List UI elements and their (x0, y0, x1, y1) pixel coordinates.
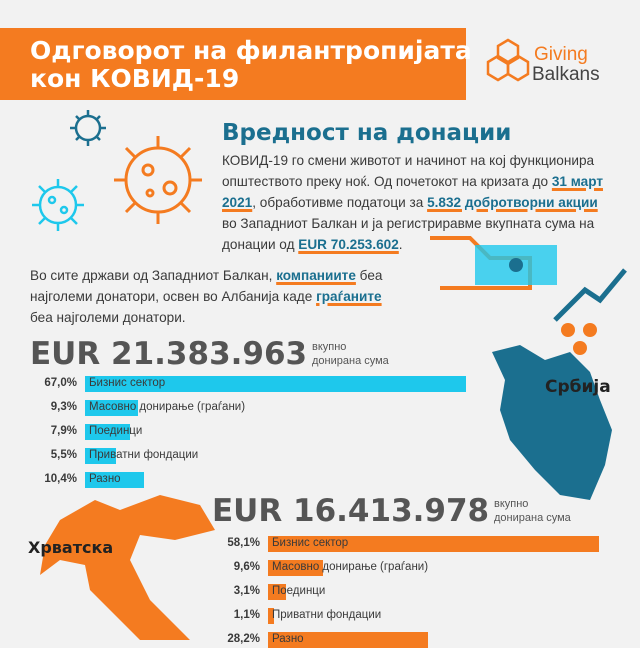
text: во Западниот Балкан и ја регистриравме в… (222, 216, 595, 231)
category-label: Поединци (89, 425, 143, 437)
text: граѓаните (316, 289, 382, 304)
category-label: Бизнис сектор (272, 537, 349, 549)
total: EUR 21.383.963 (30, 336, 308, 372)
text: Во сите држави од Западниот Балкан, (30, 268, 277, 283)
paragraph-line: беа најголеми донатори. (30, 310, 186, 325)
paragraph-line: најголеми донатори, освен во Албанија ка… (30, 289, 382, 304)
title: Одговорот на филантропијата (30, 36, 472, 65)
country-label: Србија (545, 377, 611, 397)
text: најголеми донатори, освен во Албанија ка… (30, 289, 317, 304)
percent-label: 7,9% (50, 425, 77, 437)
percent-label: 28,2% (227, 633, 260, 645)
text: 31 март (551, 174, 603, 189)
text: КОВИД-19 го смени животот и начинот на к… (222, 153, 595, 168)
title: кон КОВИД-19 (30, 64, 240, 93)
country-label: Хрватска (28, 538, 114, 557)
logo-text: Balkans (532, 64, 600, 85)
total-note: вкупно (312, 341, 347, 353)
bar (85, 472, 145, 488)
bar (268, 608, 275, 624)
text: . (398, 237, 403, 252)
bar (85, 424, 130, 440)
text: компаниите (276, 268, 356, 283)
serbia-map (492, 345, 612, 500)
virus-icon (114, 136, 202, 224)
paragraph-line: КОВИД-19 го смени животот и начинот на к… (222, 153, 594, 168)
heading: Вредност на донации (222, 120, 512, 146)
bar (268, 584, 286, 600)
category-label: Разно (272, 633, 304, 645)
paragraph-line: донации од EUR 70.253.602. (222, 237, 403, 252)
percent-label: 5,5% (50, 449, 77, 461)
bar (85, 448, 117, 464)
category-label: Приватни фондации (272, 609, 382, 621)
logo-text: Giving (534, 44, 588, 65)
text: донации од (222, 237, 299, 252)
paragraph-line: во Западниот Балкан и ја регистриравме в… (222, 216, 594, 231)
percent-label: 9,3% (50, 401, 77, 413)
total-note: донирана сума (312, 355, 389, 367)
bar (85, 376, 467, 392)
bar (85, 400, 138, 416)
text: , обработивме податоци за (252, 195, 428, 210)
percent-label: 10,4% (44, 473, 77, 485)
text: EUR 70.253.602 (298, 237, 399, 252)
bar (268, 560, 323, 576)
text: 5.832 добротворни акции (427, 195, 598, 210)
banner (0, 28, 466, 100)
percent-label: 67,0% (44, 377, 77, 389)
category-label: Бизнис сектор (89, 377, 166, 389)
category-label: Приватни фондации (89, 449, 199, 461)
category-label: Разно (89, 473, 121, 485)
total-note: вкупно (494, 498, 529, 510)
category-label: Поединци (272, 585, 326, 597)
virus-icon (70, 110, 106, 146)
text: општеството преку ноќ. Од почетокот на к… (222, 174, 552, 189)
percent-label: 3,1% (233, 585, 260, 597)
text: беа најголеми донатори. (30, 310, 186, 325)
text: беа (355, 268, 383, 283)
hand-icon (430, 236, 627, 355)
bar (268, 536, 599, 552)
percent-label: 1,1% (233, 609, 260, 621)
category-label: Масовно донирање (граѓани) (272, 561, 429, 573)
croatia-map (40, 495, 215, 640)
percent-label: 58,1% (227, 537, 260, 549)
paragraph-line: 2021, обработивме податоци за 5.832 добр… (222, 195, 598, 210)
total-note: донирана сума (494, 512, 571, 524)
virus-icon (32, 179, 84, 231)
text: 2021 (222, 195, 253, 210)
percent-label: 9,6% (233, 561, 260, 573)
total: EUR 16.413.978 (212, 493, 490, 529)
paragraph-line: општеството преку ноќ. Од почетокот на к… (222, 174, 603, 189)
paragraph-line: Во сите држави од Западниот Балкан, комп… (30, 268, 382, 283)
logo-icon (486, 38, 530, 82)
category-label: Масовно донирање (граѓани) (89, 401, 246, 413)
